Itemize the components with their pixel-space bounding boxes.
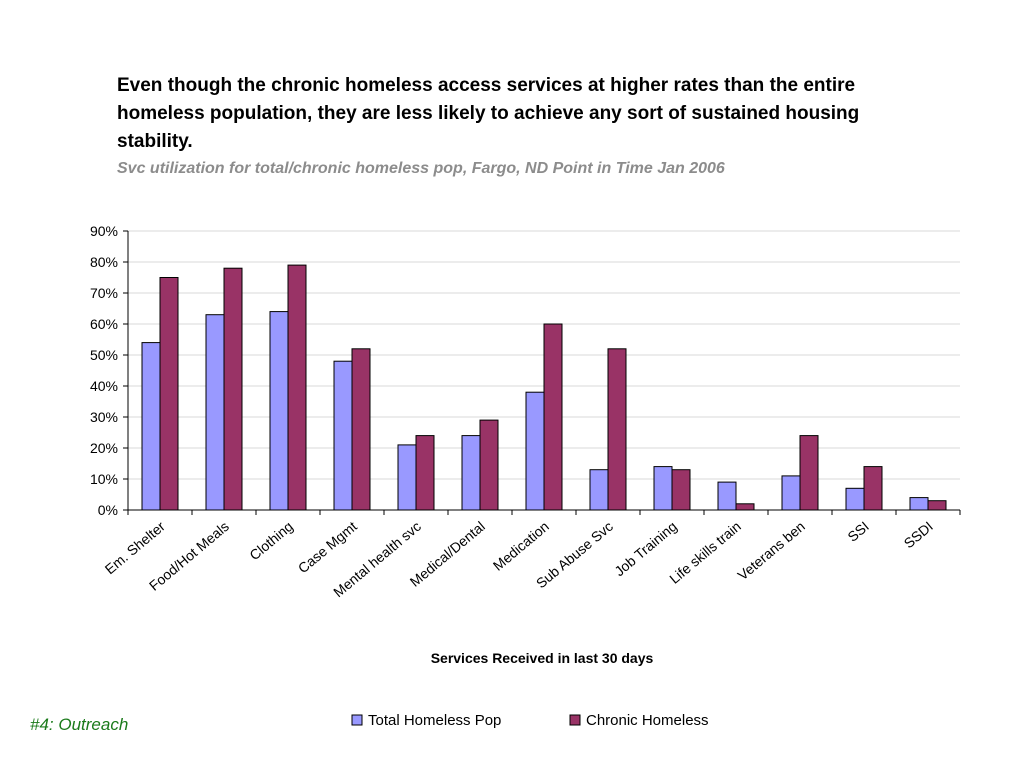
bar-total: [717, 481, 737, 511]
bar-total: [205, 314, 225, 511]
bar-chronic: [927, 500, 947, 511]
x-tick-label: Job Training: [611, 518, 680, 579]
bar-total: [781, 475, 801, 511]
chart-title: Even though the chronic homeless access …: [117, 75, 860, 152]
bar-chronic: [287, 264, 307, 511]
bar-chronic: [671, 469, 691, 511]
legend-swatch: [569, 714, 581, 726]
bar-chronic: [863, 466, 883, 511]
y-tick-label: 10%: [90, 471, 118, 487]
bar-total: [141, 342, 161, 511]
bar-total: [269, 311, 289, 511]
bar-total: [845, 487, 865, 511]
chart-subtitle: Svc utilization for total/chronic homele…: [117, 160, 725, 177]
bar-total: [397, 444, 417, 511]
y-tick-label: 20%: [90, 440, 118, 456]
bar-total: [461, 435, 481, 511]
legend-label: Chronic Homeless: [586, 712, 709, 729]
y-tick-label: 90%: [90, 223, 118, 239]
bar-chronic: [543, 323, 563, 511]
bar-chronic: [479, 419, 499, 511]
y-tick-label: 0%: [98, 502, 118, 518]
y-tick-label: 50%: [90, 347, 118, 363]
bar-chronic: [735, 503, 755, 511]
y-tick-label: 60%: [90, 316, 118, 332]
bar-total: [909, 497, 929, 511]
x-tick-label: Em. Shelter: [102, 518, 169, 577]
legend: Total Homeless Pop Chronic Homeless: [351, 712, 709, 729]
bar-chronic: [799, 435, 819, 511]
bar-chronic: [223, 267, 243, 511]
x-tick-label: Case Mgmt: [295, 518, 360, 576]
y-tick-label: 80%: [90, 254, 118, 270]
footer-note: #4: Outreach: [30, 715, 129, 734]
bar-total: [589, 469, 609, 511]
bar-total: [333, 360, 353, 511]
x-axis-title: Services Received in last 30 days: [431, 650, 654, 666]
y-tick-label: 40%: [90, 378, 118, 394]
bar-chronic: [415, 435, 435, 511]
x-tick-label: SSDI: [901, 518, 936, 551]
axes: [123, 230, 961, 515]
legend-label: Total Homeless Pop: [368, 712, 501, 729]
bars: [141, 264, 947, 511]
x-tick-label: Clothing: [246, 518, 296, 563]
x-tick-label: SSI: [844, 518, 872, 545]
x-tick-label: Medication: [490, 518, 552, 574]
legend-swatch: [351, 714, 363, 726]
bar-chronic: [159, 277, 179, 511]
bar-chronic: [607, 348, 627, 511]
bar-total: [525, 391, 545, 511]
y-tick-label: 70%: [90, 285, 118, 301]
bar-total: [653, 466, 673, 511]
x-tick-label: Veterans ben: [734, 518, 807, 583]
bar-chronic: [351, 348, 371, 511]
y-tick-label: 30%: [90, 409, 118, 425]
